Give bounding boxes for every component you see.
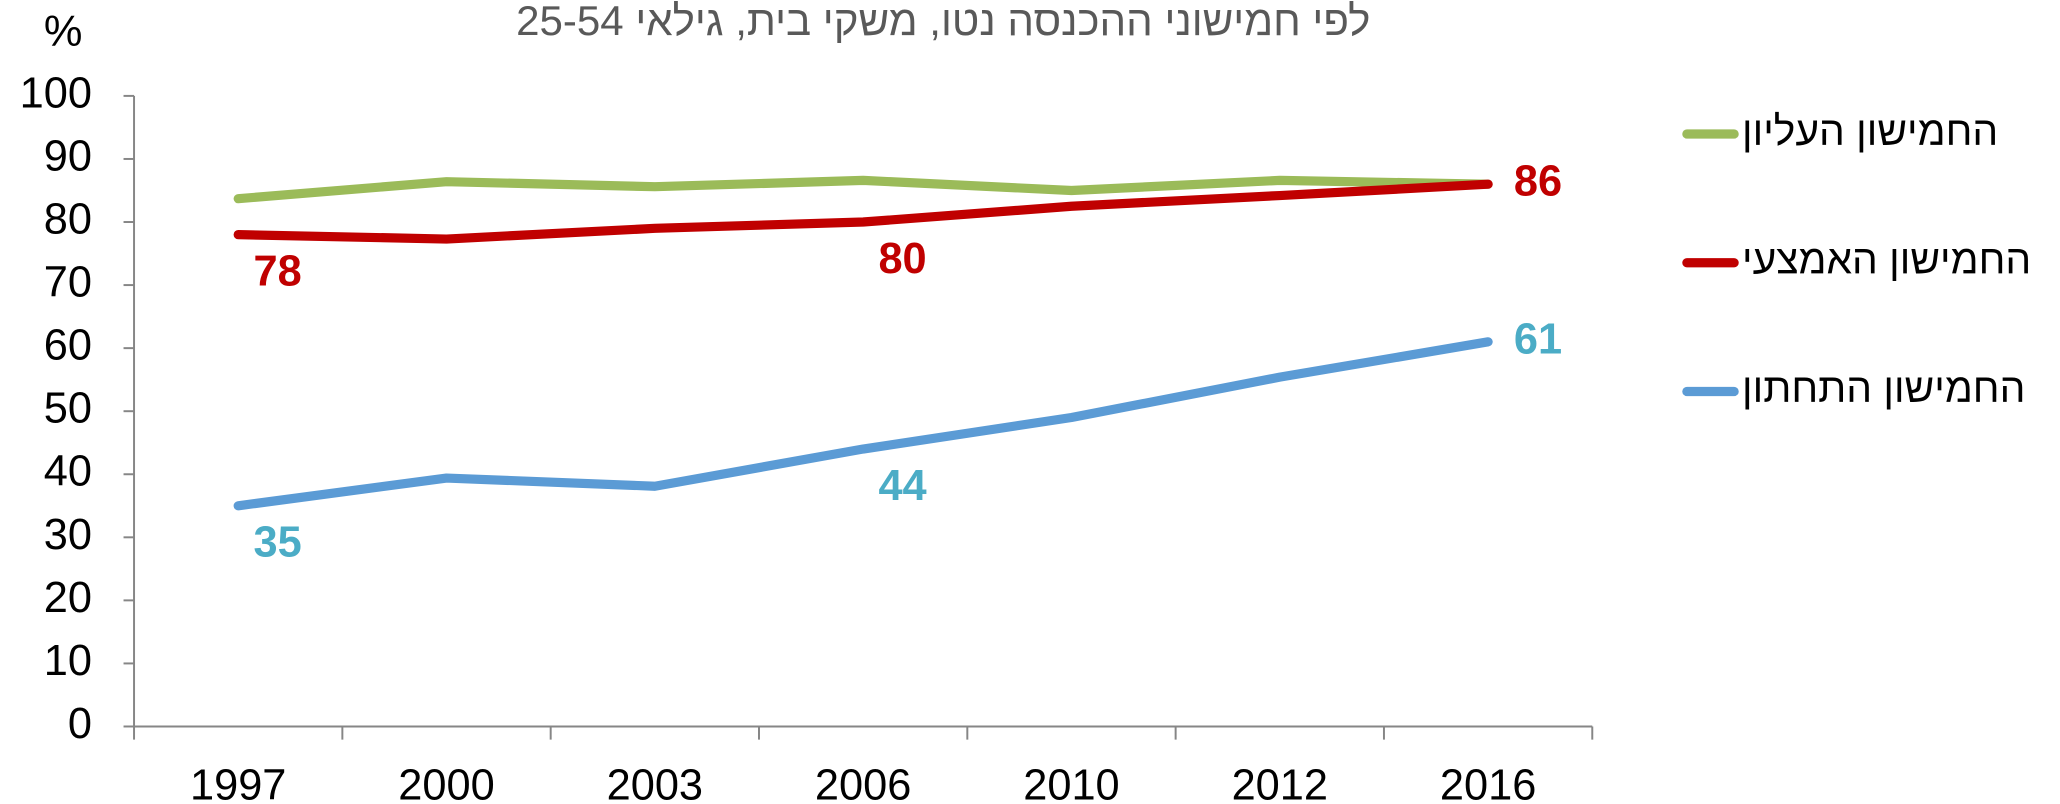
y-tick-label: 30 xyxy=(44,511,92,559)
series-line xyxy=(233,337,1493,511)
legend-label: החמישון העליון xyxy=(1742,108,1998,154)
y-tick-label: 40 xyxy=(44,448,92,496)
series-line xyxy=(233,175,1493,204)
data-label: 44 xyxy=(878,462,926,510)
y-tick-label: 60 xyxy=(44,322,92,370)
y-tick-label: 90 xyxy=(44,132,92,180)
data-label: 61 xyxy=(1514,315,1562,363)
x-tick-label: 2010 xyxy=(1023,762,1119,804)
x-tick-label: 2016 xyxy=(1440,762,1536,804)
y-tick-label: 100 xyxy=(20,69,92,117)
legend-label: החמישון האמצעי xyxy=(1742,236,2031,282)
series-line xyxy=(233,179,1493,244)
data-label: 86 xyxy=(1514,158,1562,206)
y-tick-label: 80 xyxy=(44,195,92,243)
y-tick-label: 20 xyxy=(44,574,92,622)
data-label: 35 xyxy=(254,519,302,567)
data-label: 78 xyxy=(254,247,302,295)
y-tick-label: 10 xyxy=(44,637,92,685)
y-tick-label: 50 xyxy=(44,385,92,433)
x-tick-label: 2012 xyxy=(1232,762,1328,804)
x-tick-label: 1997 xyxy=(190,762,286,804)
y-tick-label: 70 xyxy=(44,259,92,307)
legend-label: החמישון התחתון xyxy=(1742,365,2025,411)
x-tick-label: 2003 xyxy=(607,762,703,804)
data-label: 80 xyxy=(878,235,926,283)
x-tick-label: 2000 xyxy=(398,762,494,804)
y-axis-label: % xyxy=(44,8,83,56)
y-tick-label: 0 xyxy=(68,700,92,748)
chart-title: לפי חמישוני ההכנסה נטו, משקי בית, גילאי … xyxy=(516,0,1370,44)
x-tick-label: 2006 xyxy=(815,762,911,804)
